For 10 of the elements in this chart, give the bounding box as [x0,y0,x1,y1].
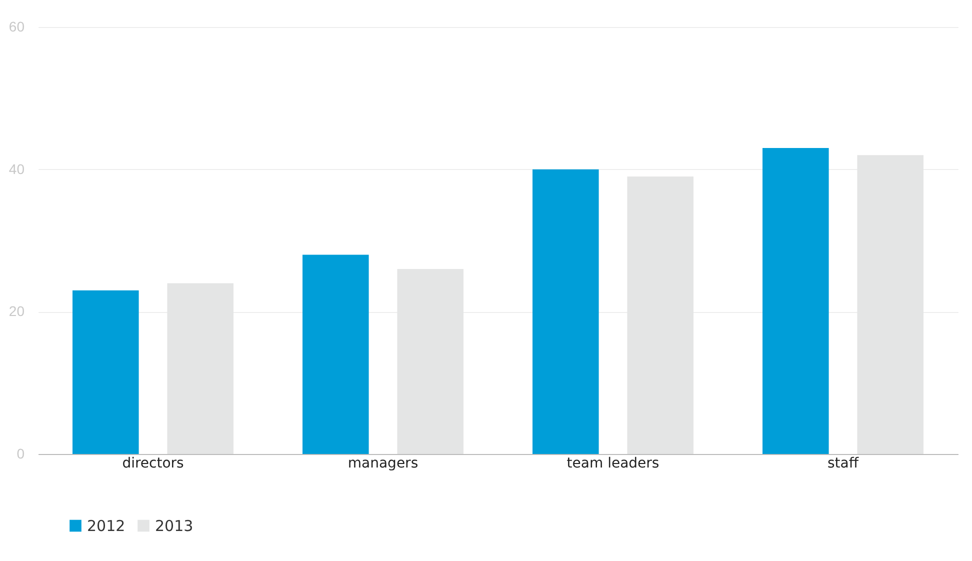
bar [762,148,829,454]
x-tick-label: staff [827,456,859,472]
x-tick-label: managers [348,456,418,472]
legend-label: 2013 [155,516,194,535]
legend-label: 2012 [87,516,126,535]
bar [72,290,139,454]
bar [302,254,369,454]
bar [532,169,599,454]
x-tick-label: directors [122,456,184,472]
x-tick-label: team leaders [566,456,660,472]
